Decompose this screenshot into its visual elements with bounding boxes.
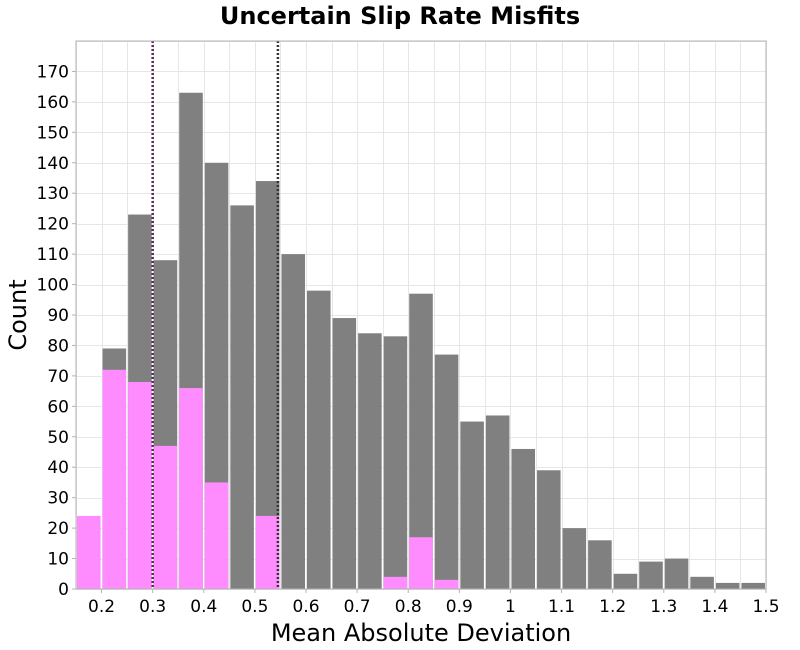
y-tick-label: 80	[47, 336, 69, 356]
x-tick-label: 1	[505, 597, 516, 617]
bar-highlighted	[409, 537, 433, 589]
bar-all	[383, 336, 408, 589]
bar-all	[715, 582, 740, 589]
y-tick-label: 160	[37, 93, 69, 113]
bar-all	[639, 561, 663, 589]
x-tick-label: 0.6	[292, 597, 319, 617]
x-tick-label: 1.2	[599, 597, 626, 617]
y-tick-label: 170	[37, 62, 69, 82]
chart-title: Uncertain Slip Rate Misfits	[220, 2, 580, 30]
bar-all	[664, 558, 689, 589]
y-tick-label: 60	[47, 397, 69, 417]
bar-highlighted	[153, 445, 178, 589]
bar-all	[741, 582, 765, 589]
y-tick-label: 130	[37, 184, 69, 204]
x-tick-label: 0.2	[88, 597, 115, 617]
x-tick-label: 0.7	[344, 597, 371, 617]
x-tick-label: 0.9	[446, 597, 473, 617]
x-tick-label: 1.5	[752, 597, 779, 617]
bar-all	[588, 540, 612, 589]
y-tick-label: 30	[47, 489, 69, 509]
bar-highlighted	[77, 515, 101, 589]
bar-all	[409, 293, 433, 589]
bar-all	[358, 333, 382, 589]
bars	[77, 92, 765, 590]
bar-all	[230, 205, 254, 589]
y-tick-label: 70	[47, 367, 69, 387]
y-tick-label: 140	[37, 154, 69, 174]
y-tick-label: 110	[37, 245, 69, 265]
bar-all	[537, 470, 561, 589]
x-axis-ticks: 0.2 0.3 0.4 0.5 0.6 0.7 0.8 0.9 1 1.1 1.2 1.3 1.4 1.5	[88, 589, 780, 617]
bar-all	[562, 528, 587, 589]
y-tick-label: 100	[37, 276, 69, 296]
bar-highlighted	[434, 579, 459, 589]
bar-all	[307, 290, 331, 589]
bar-all	[485, 415, 510, 589]
bar-all	[255, 181, 280, 590]
bar-all	[690, 576, 714, 589]
x-tick-label: 0.8	[395, 597, 422, 617]
bar-highlighted	[204, 482, 229, 589]
y-tick-label: 50	[47, 428, 69, 448]
bar-all	[332, 318, 357, 589]
y-axis-ticks: 0 10 20 30 40 50 60 70 80 90 100 110 120 130 140 150 160…	[37, 62, 76, 600]
y-tick-label: 40	[47, 458, 69, 478]
bar-highlighted	[255, 515, 280, 589]
y-tick-label: 10	[47, 550, 69, 570]
y-tick-label: 0	[58, 580, 69, 600]
x-tick-label: 1.3	[650, 597, 677, 617]
x-tick-label: 0.5	[241, 597, 268, 617]
x-tick-label: 0.3	[139, 597, 166, 617]
bar-all	[460, 421, 484, 589]
x-axis-label: Mean Absolute Deviation	[271, 619, 571, 647]
bar-highlighted	[383, 576, 408, 589]
bar-all	[511, 448, 535, 589]
bar-highlighted	[128, 381, 152, 589]
y-axis-label: Count	[4, 279, 32, 350]
y-tick-label: 150	[37, 123, 69, 143]
marker-lines	[151, 41, 280, 589]
y-tick-label: 120	[37, 215, 69, 235]
bar-all	[434, 354, 459, 589]
x-tick-label: 0.4	[190, 597, 217, 617]
bar-highlighted	[102, 369, 127, 589]
x-tick-label: 1.1	[548, 597, 575, 617]
bar-all	[613, 573, 638, 589]
y-tick-label: 90	[47, 306, 69, 326]
y-tick-label: 20	[47, 519, 69, 539]
bar-highlighted	[179, 388, 203, 589]
bar-all	[281, 254, 305, 589]
x-tick-label: 1.4	[701, 597, 728, 617]
